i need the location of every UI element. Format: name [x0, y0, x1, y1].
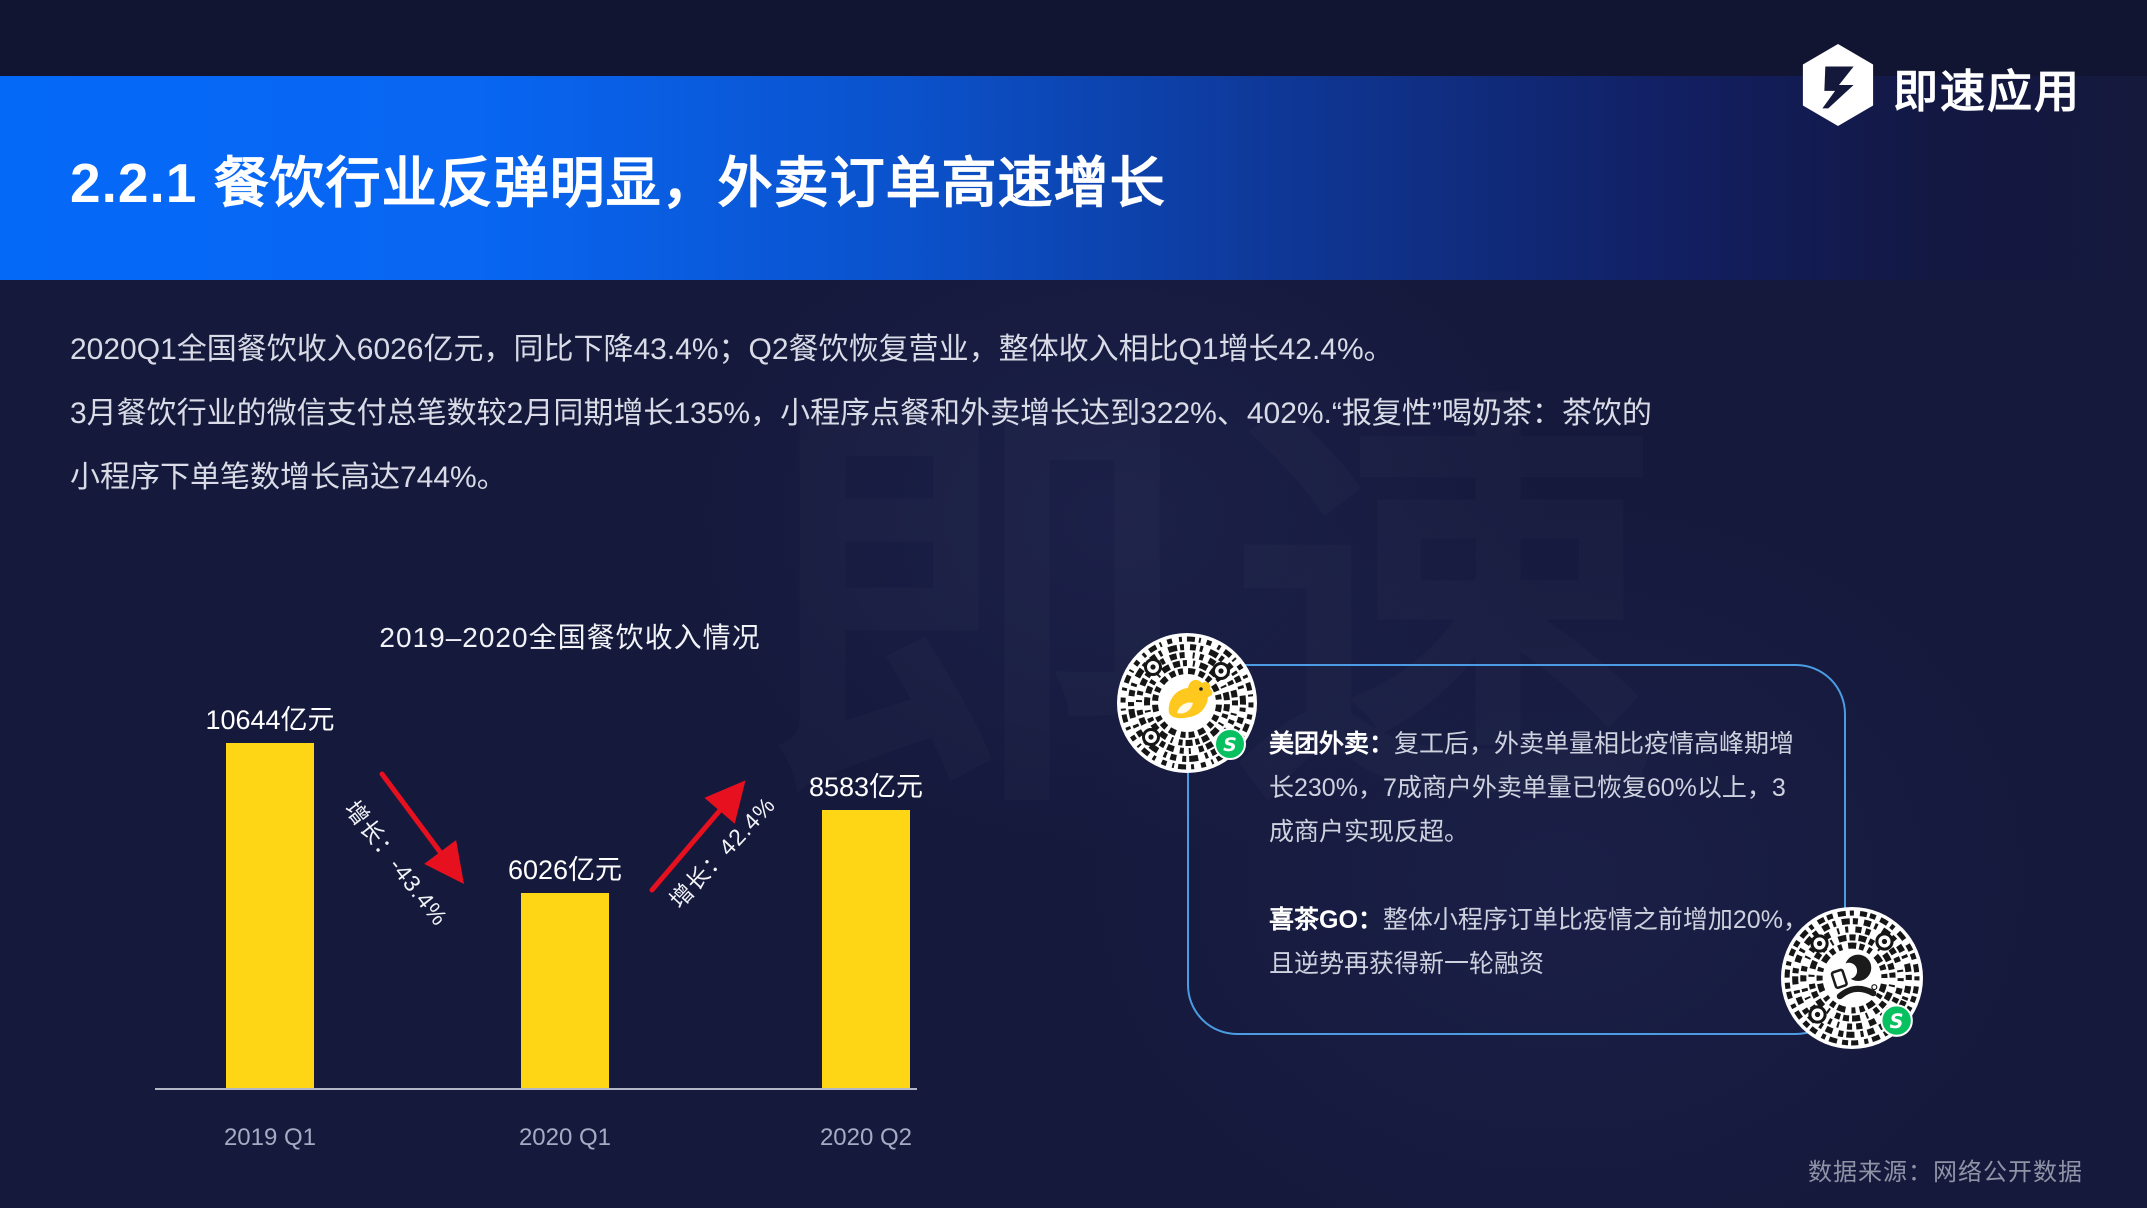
panel-item-meituan: 美团外卖：复工后，外卖单量相比疫情高峰期增长230%，7成商户外卖单量已恢复60… [1269, 722, 1809, 854]
bar [521, 893, 609, 1088]
decline-annotation: 增长：-43.4% [339, 795, 454, 931]
bar-value-label: 6026亿元 [507, 855, 623, 885]
panel-item-label: 美团外卖： [1269, 730, 1395, 758]
top-strip [0, 0, 2147, 76]
bar [822, 810, 910, 1088]
hexagon-lightning-icon [1799, 42, 1877, 133]
bar-category-label: 2020 Q1 [518, 1124, 612, 1151]
qr-finder-icon [1808, 932, 1894, 1024]
bar-category-label: 2020 Q2 [819, 1124, 913, 1151]
info-panel-text: 美团外卖：复工后，外卖单量相比疫情高峰期增长230%，7成商户外卖单量已恢复60… [1269, 722, 1809, 986]
intro-paragraph: 2020Q1全国餐饮收入6026亿元，同比下降43.4%；Q2餐饮恢复营业，整体… [70, 318, 1950, 510]
bar-category-label: 2019 Q1 [223, 1124, 317, 1151]
revenue-bar-chart: 2019–2020全国餐饮收入情况 增长：-43.4% 增长：42.4% 106… [155, 608, 945, 1193]
chart-title: 2019–2020全国餐饮收入情况 [379, 622, 761, 653]
bar-value-label: 10644亿元 [205, 705, 335, 735]
intro-line: 小程序下单笔数增长高达744%。 [70, 461, 507, 494]
brand-logo-text: 即速应用 [1892, 66, 2081, 117]
bar-value-label: 8583亿元 [808, 772, 924, 802]
kangaroo-logo-icon [1168, 679, 1213, 719]
data-source-note: 数据来源：网络公开数据 [1808, 1159, 2083, 1186]
qr-finder-icon [1142, 658, 1230, 746]
mini-program-badge-icon: S [1880, 1004, 1913, 1037]
page-title: 2.2.1 餐饮行业反弹明显，外卖订单高速增长 [70, 152, 1166, 214]
intro-line: 2020Q1全国餐饮收入6026亿元，同比下降43.4%；Q2餐饮恢复营业，整体… [70, 333, 1394, 366]
panel-item-text: 整体小程序订单比疫情之前增加20%，且逆势再获得新一轮融资 [1269, 906, 1808, 978]
panel-item-label: 喜茶GO： [1269, 906, 1383, 934]
svg-text:S: S [1223, 734, 1237, 756]
heytea-qr-code: S [1781, 907, 1923, 1049]
mini-program-badge-icon: S [1214, 728, 1246, 760]
drinking-person-logo-icon [1830, 954, 1878, 1000]
meituan-qr-code: S [1117, 633, 1257, 773]
svg-text:S: S [1890, 1010, 1904, 1033]
panel-item-heytea: 喜茶GO：整体小程序订单比疫情之前增加20%，且逆势再获得新一轮融资 [1269, 898, 1809, 986]
bar-plot: 增长：-43.4% 增长：42.4% 10644亿元 2019 Q1 6026亿元 2… [155, 608, 925, 1151]
growth-annotation: 增长：42.4% [664, 791, 781, 914]
intro-line: 3月餐饮行业的微信支付总笔数较2月同期增长135%，小程序点餐和外卖增长达到32… [70, 397, 1652, 430]
bar [226, 743, 314, 1088]
panel-item-text: 复工后，外卖单量相比疫情高峰期增长230%，7成商户外卖单量已恢复60%以上，3… [1269, 730, 1795, 846]
brand-logo: 即速应用 [1799, 42, 2081, 133]
info-panel: 美团外卖：复工后，外卖单量相比疫情高峰期增长230%，7成商户外卖单量已恢复60… [1187, 664, 1846, 1035]
title-banner: 2.2.1 餐饮行业反弹明显，外卖订单高速增长 [0, 76, 2147, 280]
x-axis-line [155, 1088, 917, 1090]
